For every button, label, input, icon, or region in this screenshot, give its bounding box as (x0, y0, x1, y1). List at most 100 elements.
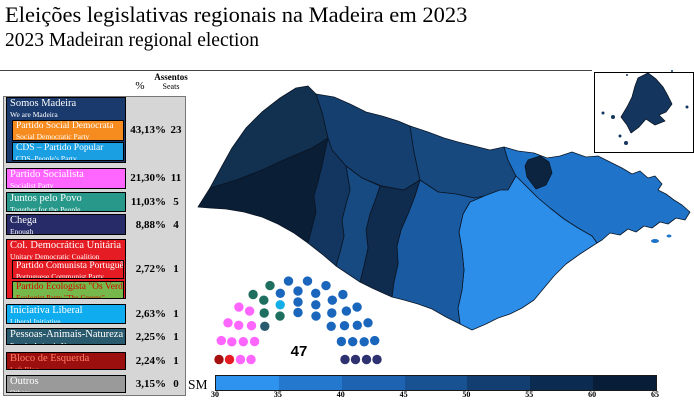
pct-value: 43,13% (130, 124, 166, 136)
pct-value: 2,24% (135, 355, 166, 367)
choropleth-scale-bar (215, 375, 657, 391)
party-box-outros: Outros Others (6, 375, 126, 393)
seat-dot (311, 288, 321, 298)
party-name: Bloco de Esquerda Left Bloc (7, 353, 125, 369)
seat-dot (293, 286, 303, 296)
party-name: Juntos pelo Povo Together for the People (7, 193, 125, 211)
party-box-cdu: Col. Democrática Unitária Unitary Democra… (6, 239, 126, 299)
pct-value: 3,15% (135, 378, 166, 390)
party-name-pt: Partido Social Democrata (16, 121, 114, 131)
region-porto-santo (620, 72, 673, 134)
seats-value: 23 (170, 124, 182, 136)
party-box-psd: Partido Social Democrata Social Democrati… (12, 120, 124, 141)
seat-dot (350, 354, 361, 365)
seat-dot (336, 336, 347, 347)
party-name-en: Socialist Party (10, 180, 54, 189)
seat-dot (311, 300, 321, 310)
seat-dot (339, 321, 350, 331)
title-divider (0, 70, 592, 71)
party-box-ps: Partido Socialista Socialist Party (6, 168, 126, 189)
party-name-en: Others (10, 387, 30, 393)
seat-dot (234, 302, 244, 312)
party-name-pt: Col. Democrática Unitária (10, 240, 122, 251)
page-subtitle: 2023 Madeiran regional election (5, 30, 259, 51)
seat-dot (341, 306, 352, 316)
scale-segment-3 (404, 376, 468, 390)
pct-value: 21,30% (130, 172, 166, 184)
porto-santo-islet (685, 105, 689, 109)
seat-dot (321, 280, 331, 291)
scale-tick-label: 45 (399, 390, 408, 399)
seat-dot (216, 335, 226, 346)
party-name-en: Enough (10, 226, 34, 235)
party-name-pt: CDS – Partido Popular (16, 143, 104, 153)
scale-segment-6 (593, 376, 657, 390)
seat-dot (283, 276, 294, 286)
porto-santo-islet (626, 74, 628, 76)
scale-tick-label: 35 (273, 390, 282, 399)
seat-dot (260, 321, 270, 331)
region-faial-patch (524, 155, 553, 190)
seat-dot (361, 354, 372, 365)
total-seats-label: 47 (290, 343, 308, 360)
seat-dot (246, 321, 257, 331)
seat-dot (359, 337, 369, 347)
seat-dot (265, 280, 275, 291)
party-name: Somos Madeira We are Madeira (7, 98, 125, 118)
party-name-pt: Partido Comunista Português (16, 261, 124, 271)
pct-value: 8,88% (135, 218, 166, 231)
scale-tick-label: 40 (336, 390, 345, 399)
scale-segment-5 (530, 376, 594, 390)
party-box-be: Bloco de Esquerda Left Bloc (6, 352, 126, 370)
seats-value: 4 (173, 218, 179, 231)
scale-series-label: SM (188, 377, 208, 392)
seat-dot (293, 297, 303, 307)
party-name-pt: Bloco de Esquerda (10, 353, 90, 364)
seat-dot (244, 306, 255, 316)
party-box-somos-madeira: Somos Madeira We are Madeira Partido Socia… (6, 97, 126, 163)
seat-dot (372, 354, 382, 365)
party-name-pt: Pessoas-Animais-Natureza (10, 329, 124, 340)
pct-value: 2,72% (135, 263, 166, 275)
party-box-chega: Chega Enough (6, 214, 126, 235)
scale-segment-1 (278, 376, 342, 390)
pct-value: 2,25% (135, 330, 166, 343)
party-name-pt: Partido Ecologista "Os Verdes" (16, 282, 124, 292)
party-name: Partido Ecologista "Os Verdes" Ecologist … (13, 282, 124, 298)
porto-santo-islet (618, 134, 622, 138)
page-title: Eleições legislativas regionais na Madei… (5, 2, 468, 27)
seat-dot (311, 311, 321, 321)
seat-dot (235, 354, 246, 365)
scale-tick-label: 50 (462, 390, 471, 399)
seat-dot (352, 302, 362, 312)
party-name-en: Liberal Initiative (10, 316, 61, 324)
seat-dot (338, 289, 348, 300)
column-header-seats-pt: Assentos (154, 72, 188, 82)
seat-dot (214, 354, 224, 365)
scale-segment-2 (341, 376, 405, 390)
party-name: Partido Social Democrata Social Democrati… (13, 121, 123, 140)
party-name: CDS – Partido Popular CDS–People's Party (13, 143, 123, 161)
scale-tick-label: 60 (588, 390, 597, 399)
column-header-percent: % (135, 80, 145, 92)
party-box-pev: Partido Ecologista "Os Verdes" Ecologist … (12, 281, 124, 298)
scale-segment-0 (216, 376, 279, 390)
seat-dot (326, 321, 336, 331)
seats-value: 0 (173, 378, 179, 390)
party-box-jpp: Juntos pelo Povo Together for the People (6, 192, 126, 212)
seat-dot (246, 354, 256, 365)
region-ponta-do-sol (307, 137, 351, 267)
porto-santo-islet (611, 115, 615, 119)
seats-value: 1 (173, 308, 179, 320)
party-name-pt: Somos Madeira (10, 98, 77, 109)
party-name-en: CDS–People's Party (16, 153, 77, 161)
scale-segment-4 (467, 376, 531, 390)
party-name-en: People-Animals-Nature (10, 340, 82, 345)
parliament-diagram (214, 276, 382, 365)
porto-santo-islet (601, 111, 605, 115)
seat-dot (370, 335, 380, 346)
seat-dot (248, 289, 258, 300)
seats-value: 1 (173, 263, 179, 275)
